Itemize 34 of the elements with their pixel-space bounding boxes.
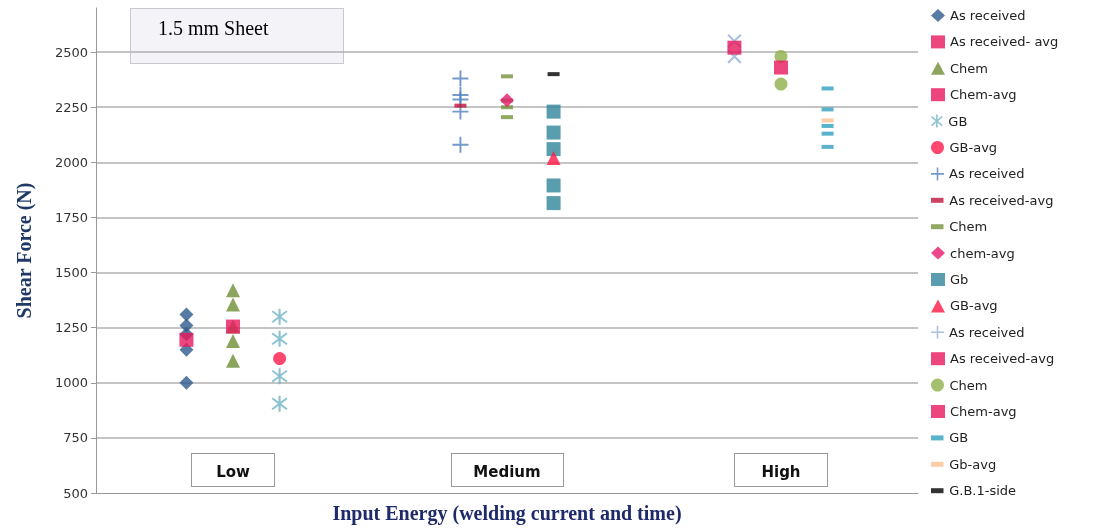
- y-tick-label: 1000: [54, 375, 88, 391]
- legend-label: Gb: [950, 272, 969, 287]
- legend-label: As received- avg: [950, 34, 1059, 50]
- y-tick-label: 500: [63, 485, 88, 501]
- legend-label: chem-avg: [950, 245, 1015, 261]
- chart-title: 1.5 mm Sheet: [158, 17, 269, 39]
- x-axis-title: Input Energy (welding current and time): [332, 502, 682, 525]
- y-axis-title: Shear Force (N): [13, 182, 36, 319]
- y-tick-label: 2250: [54, 99, 88, 115]
- legend-label: G.B.1-side: [949, 483, 1017, 499]
- legend-label: Chem-avg: [950, 404, 1017, 419]
- legend-label: As received-avg: [950, 351, 1055, 367]
- y-tick-label: 2000: [54, 154, 88, 170]
- x-tick-label: High: [761, 462, 801, 481]
- y-tick-label: 1750: [54, 209, 88, 225]
- y-tick-label: 750: [63, 430, 88, 446]
- y-tick-label: 1500: [54, 265, 88, 281]
- legend-label: GB-avg: [950, 298, 998, 314]
- legend-label: As received: [949, 324, 1025, 340]
- legend-label: Chem: [949, 219, 988, 235]
- legend-label: As received: [950, 8, 1026, 23]
- legend-label: Chem-avg: [950, 87, 1017, 103]
- legend-label: GB-avg: [949, 140, 998, 155]
- y-tick-label: 1250: [54, 320, 88, 336]
- y-tick-label: 2500: [54, 44, 88, 60]
- legend-label: As received-avg: [949, 192, 1054, 208]
- x-tick-label: Low: [216, 462, 250, 481]
- legend-label: GB: [948, 113, 968, 129]
- legend-label: GB: [949, 430, 969, 446]
- legend-label: As received: [949, 166, 1025, 182]
- x-tick-label: Medium: [473, 462, 541, 481]
- legend-label: Chem: [949, 377, 988, 393]
- legend-label: Chem: [950, 60, 988, 76]
- legend-label: Gb-avg: [949, 456, 997, 472]
